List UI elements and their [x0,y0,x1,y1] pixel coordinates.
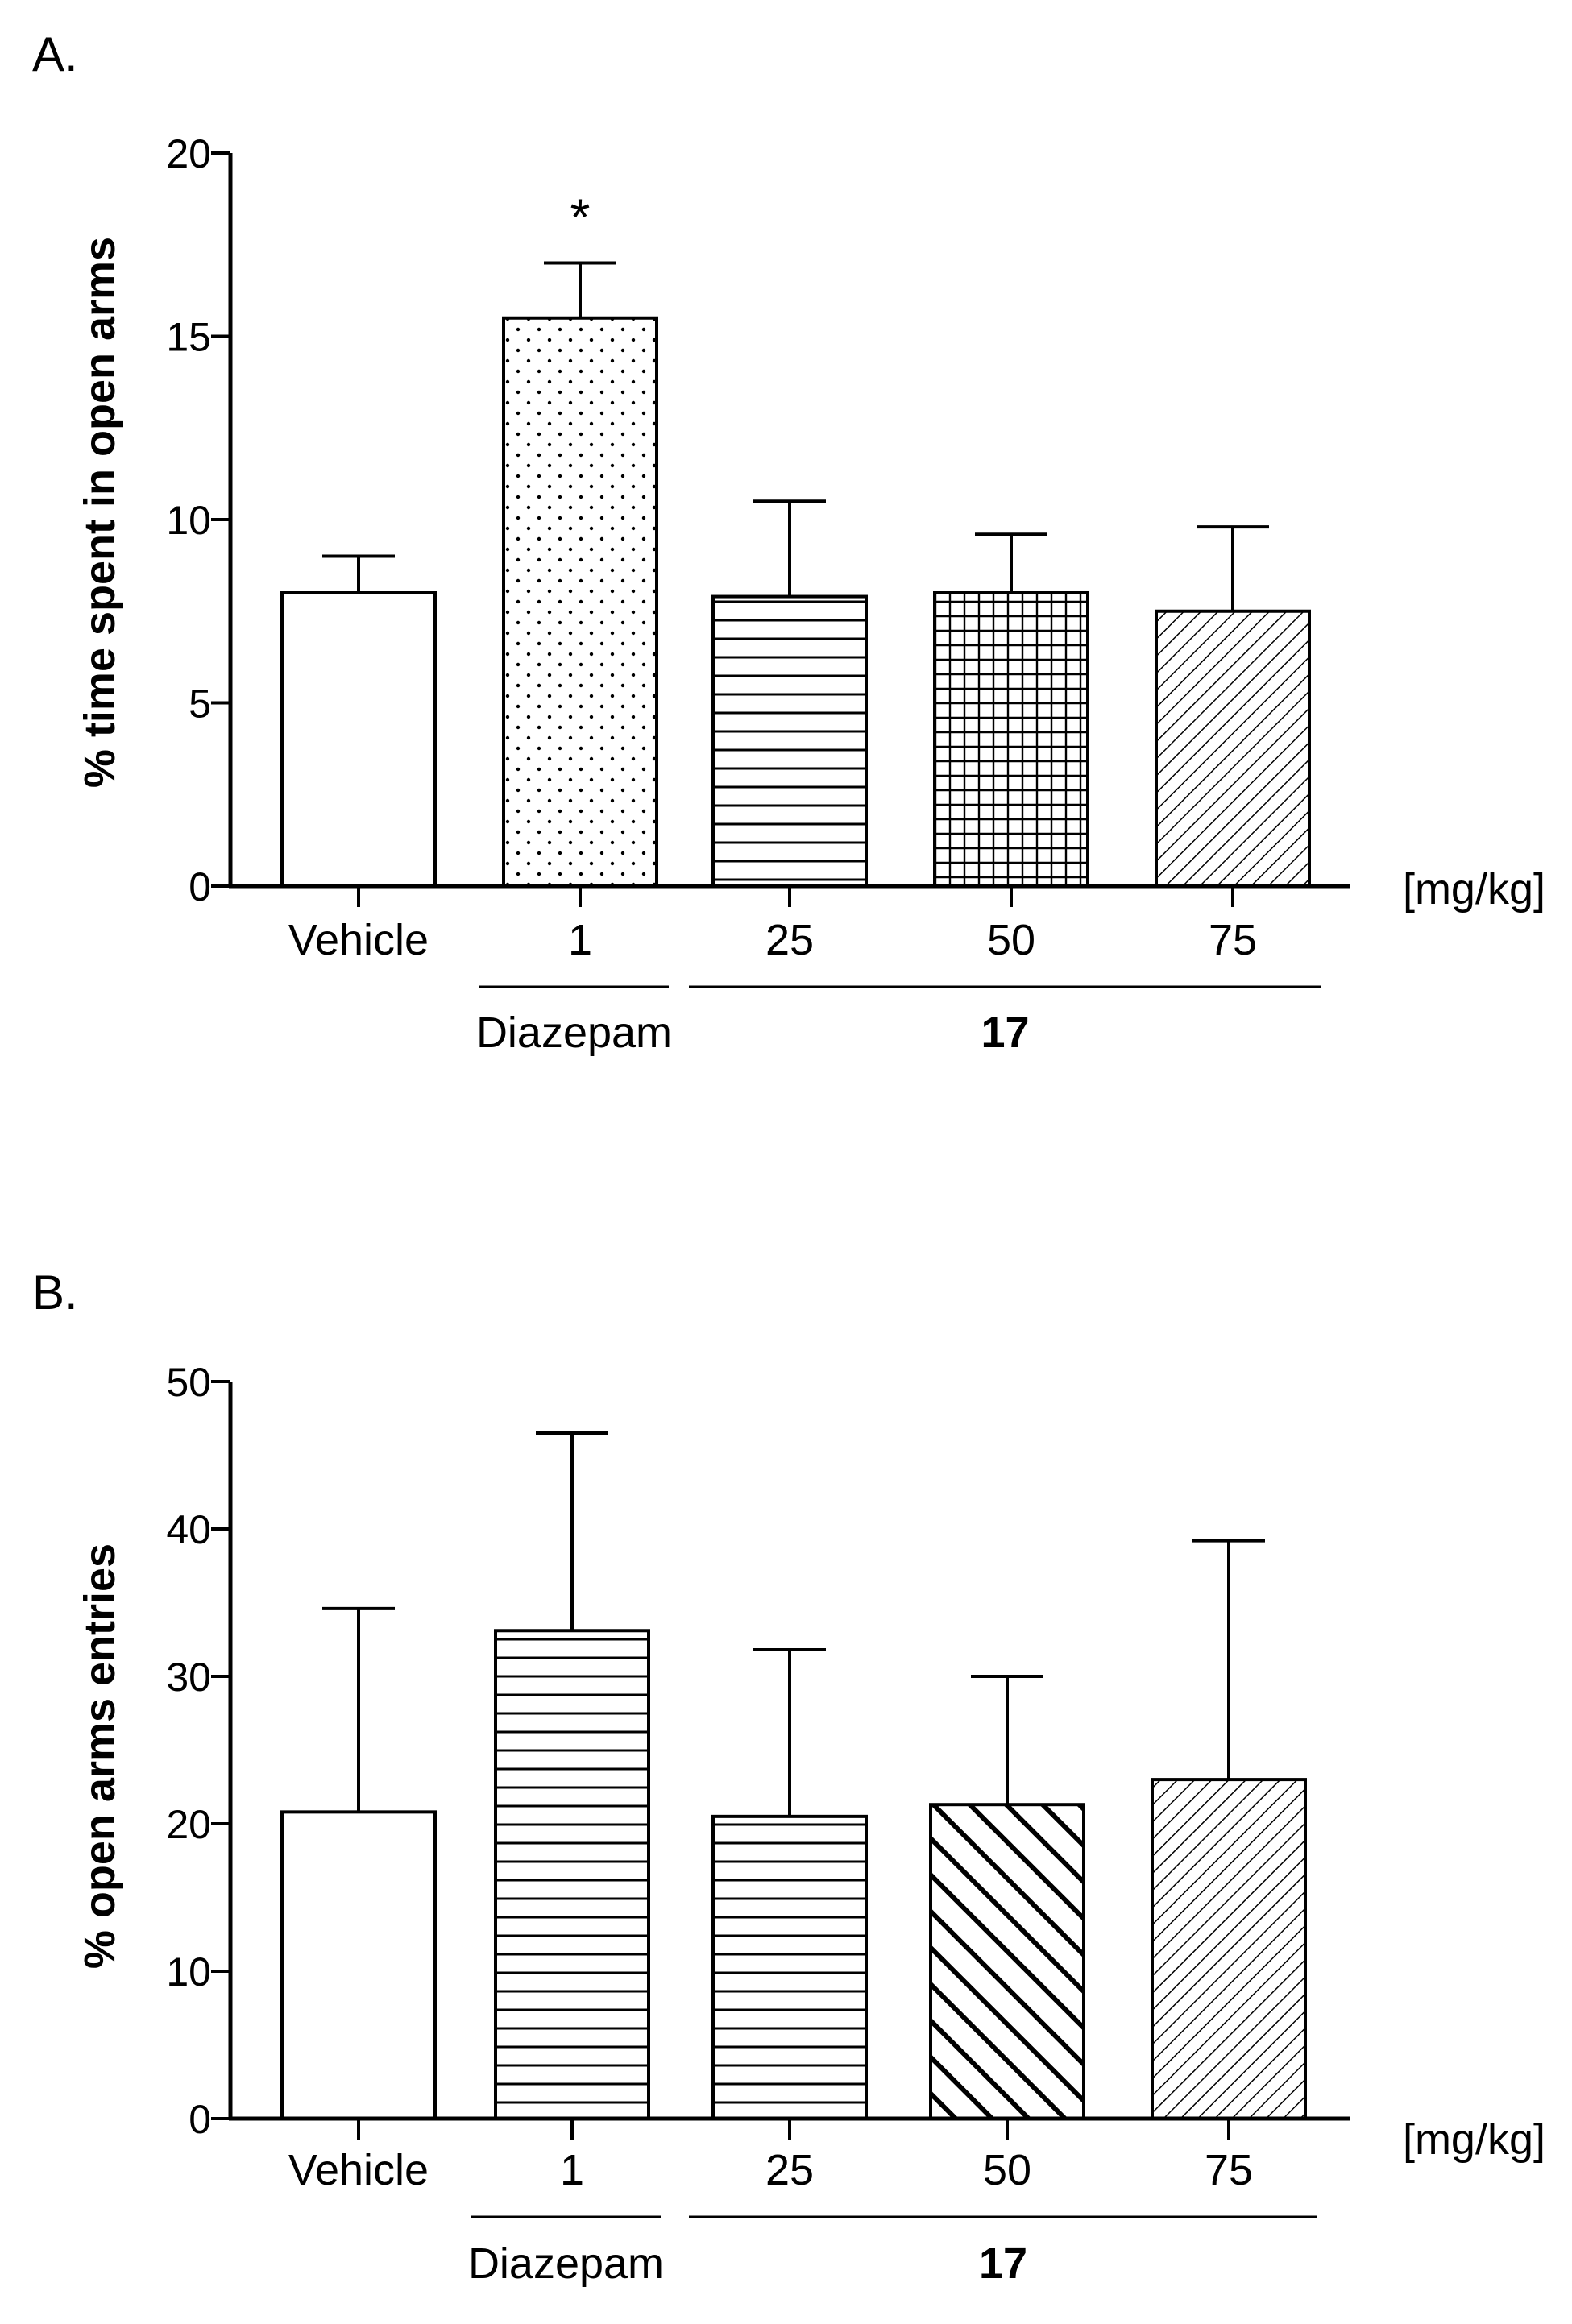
bar-50 [933,591,1089,888]
x-tick-label: 75 [1209,916,1257,964]
axes [211,1380,1350,2140]
y-tick-label: 0 [189,864,211,909]
x-tick-label: 50 [983,2146,1031,2194]
group-label: Diazepam [468,2239,664,2288]
bars [280,1629,1307,2121]
bar-75 [1151,1778,1307,2121]
y-tick-label: 5 [189,681,211,727]
x-tick-label: Vehicle [288,916,429,964]
x-tick-label: 25 [765,2146,814,2194]
group-label: 17 [981,1009,1029,1057]
y-tick-label: 40 [166,1507,211,1552]
x-tick-label: 1 [568,916,592,964]
y-axis-title: % time spent in open arms [76,237,124,788]
y-tick-labels: 0 5 10 15 20 [166,131,211,909]
significance-star: * [570,188,591,246]
bar-75 [1155,609,1311,888]
bar-vehicle [280,591,437,888]
axes [211,151,1350,907]
y-tick-label: 15 [166,315,211,360]
x-tick-label: 50 [987,916,1035,964]
bar-25 [711,1814,868,2121]
unit-label: [mg/kg] [1403,865,1545,913]
y-tick-labels: 0 10 20 30 40 50 [166,1360,211,2142]
error-bars [322,1431,1265,1817]
x-tick-labels: Vehicle 1 25 50 75 [288,916,1257,964]
x-tick-label: Vehicle [288,2146,429,2194]
annotations: * [570,188,591,246]
y-tick-label: 20 [166,131,211,176]
bar-1 [494,1629,650,2120]
y-tick-label: 0 [189,2097,211,2142]
x-tick-label: 1 [560,2146,584,2194]
group-labels: Diazepam 17 [476,1009,1030,1057]
y-tick-label: 20 [166,1802,211,1847]
y-tick-label: 10 [166,498,211,543]
unit-label: [mg/kg] [1403,2115,1545,2164]
y-tick-label: 10 [166,1949,211,1995]
panel-label: B. [32,1266,78,1319]
y-axis-title: % open arms entries [76,1543,124,1969]
panel-label: A. [32,27,78,81]
bar-25 [711,594,868,888]
panel-b: B. % open arms entries 0 10 20 30 40 50 [mg/k… [32,1266,1545,2288]
bars [280,316,1311,888]
y-tick-label: 50 [166,1360,211,1405]
x-tick-labels: Vehicle 1 25 50 75 [288,2146,1253,2194]
y-tick-label: 30 [166,1655,211,1700]
bar-50 [929,1803,1085,2120]
bar-1 [502,316,658,888]
group-labels: Diazepam 17 [468,2239,1027,2288]
group-label: Diazepam [476,1009,672,1057]
bar-vehicle [280,1810,437,2121]
x-tick-label: 25 [765,916,814,964]
group-label: 17 [979,2239,1027,2288]
error-bars [322,261,1269,611]
x-tick-label: 75 [1205,2146,1253,2194]
